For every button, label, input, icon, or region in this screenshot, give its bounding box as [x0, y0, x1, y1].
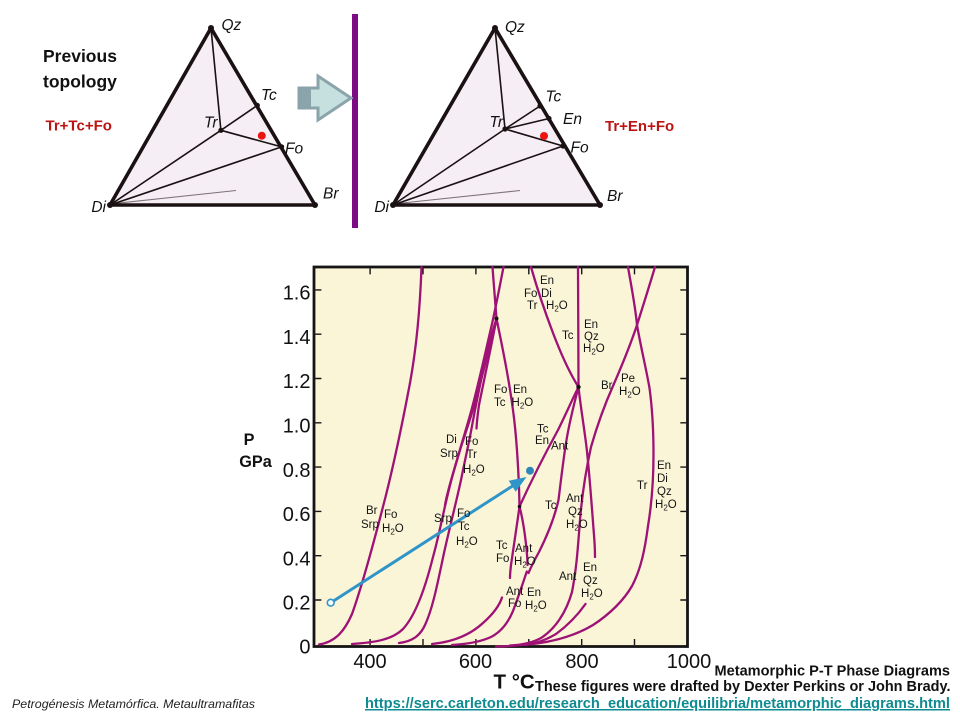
svg-text:Br: Br: [601, 380, 613, 392]
svg-text:Fo: Fo: [457, 508, 470, 520]
svg-text:Di: Di: [446, 434, 457, 446]
svg-text:Fo: Fo: [524, 288, 537, 300]
svg-text:Fo: Fo: [384, 509, 397, 521]
svg-text:Tr+Tc+Fo: Tr+Tc+Fo: [46, 118, 112, 135]
svg-text:H2O: H2O: [581, 588, 603, 602]
svg-text:400: 400: [353, 651, 386, 673]
svg-text:Tc: Tc: [537, 424, 549, 436]
svg-text:Br: Br: [366, 505, 378, 517]
svg-text:1.0: 1.0: [283, 416, 311, 438]
svg-text:0: 0: [299, 636, 310, 658]
svg-text:P: P: [244, 431, 255, 449]
svg-text:Fo: Fo: [494, 384, 507, 396]
svg-text:Tr: Tr: [204, 115, 218, 132]
svg-text:Qz: Qz: [505, 19, 525, 36]
svg-text:Pe: Pe: [621, 373, 635, 385]
svg-text:Tr: Tr: [467, 449, 478, 461]
svg-text:H2O: H2O: [619, 386, 641, 400]
svg-text:0.8: 0.8: [283, 460, 311, 482]
svg-text:https://serc.carleton.edu/rese: https://serc.carleton.edu/research_educa…: [365, 695, 950, 712]
svg-text:H2O: H2O: [655, 499, 677, 513]
svg-text:Fo: Fo: [508, 598, 521, 610]
svg-text:H2O: H2O: [566, 519, 588, 533]
svg-text:Tc: Tc: [494, 397, 506, 409]
svg-text:Qz: Qz: [222, 17, 242, 34]
svg-text:Di: Di: [374, 199, 389, 216]
svg-text:En: En: [535, 435, 549, 447]
svg-text:Tc: Tc: [562, 330, 574, 342]
svg-text:Metamorphic P-T Phase Diagrams: Metamorphic P-T Phase Diagrams: [715, 663, 951, 680]
svg-text:H2O: H2O: [514, 556, 536, 570]
svg-text:Di: Di: [657, 473, 668, 485]
svg-text:Srp: Srp: [434, 513, 452, 525]
svg-text:Qz: Qz: [657, 486, 672, 498]
svg-text:Tc: Tc: [545, 500, 557, 512]
svg-text:Tr+En+Fo: Tr+En+Fo: [605, 118, 674, 135]
svg-text:H2O: H2O: [512, 397, 534, 411]
svg-text:En: En: [583, 562, 597, 574]
svg-text:En: En: [527, 587, 541, 599]
svg-text:1000: 1000: [667, 651, 712, 673]
svg-text:Br: Br: [607, 188, 623, 205]
svg-text:600: 600: [459, 651, 492, 673]
svg-text:Br: Br: [323, 185, 339, 202]
svg-text:topology: topology: [43, 71, 117, 91]
svg-text:En: En: [563, 111, 582, 128]
svg-text:Fo: Fo: [285, 141, 303, 158]
svg-text:0.2: 0.2: [283, 593, 311, 615]
svg-text:0.6: 0.6: [283, 504, 311, 526]
svg-text:H2O: H2O: [546, 300, 568, 314]
svg-text:Qz: Qz: [583, 575, 598, 587]
svg-text:Qz: Qz: [568, 506, 583, 518]
svg-text:Tr: Tr: [637, 480, 648, 492]
svg-text:Ant: Ant: [515, 543, 533, 555]
svg-text:Tc: Tc: [496, 540, 508, 552]
svg-text:H2O: H2O: [463, 464, 485, 478]
svg-text:Srp: Srp: [440, 448, 458, 460]
svg-text:Di: Di: [541, 288, 552, 300]
svg-text:Tc: Tc: [546, 89, 562, 106]
svg-text:Ant: Ant: [506, 586, 524, 598]
svg-text:Fo: Fo: [465, 436, 478, 448]
svg-text:Fo: Fo: [496, 553, 509, 565]
svg-text:Fo: Fo: [571, 140, 589, 157]
svg-text:0.4: 0.4: [283, 548, 311, 570]
svg-text:Tr: Tr: [527, 300, 538, 312]
svg-text:Previous: Previous: [43, 46, 117, 66]
svg-text:Tr: Tr: [490, 114, 504, 131]
svg-text:Di: Di: [91, 199, 106, 216]
svg-text:En: En: [657, 460, 671, 472]
svg-text:1.2: 1.2: [283, 371, 311, 393]
svg-text:GPa: GPa: [239, 453, 273, 471]
svg-text:Ant: Ant: [559, 571, 577, 583]
svg-text:H2O: H2O: [382, 523, 404, 537]
svg-text:Qz: Qz: [584, 331, 599, 343]
svg-text:Ant: Ant: [551, 441, 569, 453]
svg-text:Petrogénesis Metamórfica. Me: Petrogénesis Metamórfica. Metaultramafit…: [12, 697, 255, 711]
svg-text:Tc: Tc: [261, 87, 277, 104]
svg-text:Srp: Srp: [361, 519, 379, 531]
svg-text:H2O: H2O: [583, 343, 605, 357]
svg-text:H2O: H2O: [456, 536, 478, 550]
svg-text:800: 800: [565, 651, 598, 673]
svg-text:Tc: Tc: [458, 521, 470, 533]
svg-text:1.6: 1.6: [283, 283, 311, 305]
svg-text:Ant: Ant: [566, 493, 584, 505]
svg-text:1.4: 1.4: [283, 327, 311, 349]
svg-text:T °C: T °C: [494, 671, 535, 694]
svg-text:H2O: H2O: [525, 600, 547, 614]
svg-text:These figures were drafted by: These figures were drafted by Dexter Per…: [535, 678, 951, 695]
svg-text:En: En: [513, 384, 527, 396]
svg-text:En: En: [540, 275, 554, 287]
svg-text:En: En: [584, 319, 598, 331]
